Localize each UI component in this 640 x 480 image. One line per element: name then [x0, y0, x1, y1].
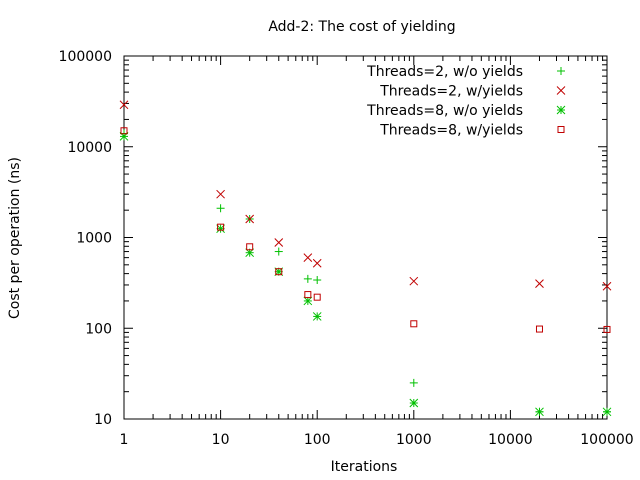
- data-point: [409, 378, 418, 387]
- y-tick-label: 100000: [59, 49, 112, 65]
- data-point: [245, 214, 255, 224]
- series-3: [119, 132, 612, 417]
- data-point: [313, 293, 321, 301]
- data-point: [602, 281, 612, 291]
- axes: 1 10 100 1000 10000 100000 10 100 1000 10000 10000…: [59, 49, 634, 448]
- legend-label: Threads=8, w/yields: [379, 123, 523, 139]
- data-point: [274, 247, 283, 256]
- legend-marker: [557, 126, 565, 133]
- data-point: [410, 320, 418, 328]
- data-point: [603, 325, 611, 333]
- y-tick-label: 10000: [67, 140, 112, 156]
- data-point: [303, 274, 312, 283]
- legend: Threads=2, w/o yields Threads=2, w/yields…: [366, 64, 566, 139]
- legend-marker: [556, 105, 566, 115]
- data-point: [535, 325, 543, 333]
- data-point: [216, 204, 225, 213]
- data-point: [274, 238, 284, 247]
- data-point: [312, 258, 322, 268]
- legend-label: Threads=2, w/yields: [379, 84, 523, 100]
- x-tick-label: 1000: [396, 432, 432, 448]
- data-point: [409, 276, 419, 286]
- data-point: [275, 268, 283, 276]
- data-point: [216, 189, 225, 199]
- x-tick-label: 10: [212, 432, 230, 448]
- data-point: [602, 407, 612, 417]
- series-4: [120, 127, 611, 333]
- legend-marker: [556, 86, 566, 95]
- data-point: [217, 223, 225, 231]
- chart-title: Add-2: The cost of yielding: [268, 19, 455, 35]
- data-point: [409, 398, 419, 408]
- data-point: [304, 291, 312, 299]
- data-point: [119, 100, 129, 110]
- legend-marker: [557, 67, 565, 75]
- y-axis-label: Cost per operation (ns): [7, 157, 23, 319]
- series-2: [119, 100, 612, 291]
- legend-label: Threads=8, w/o yields: [366, 103, 523, 119]
- x-tick-label: 100000: [580, 432, 633, 448]
- data-point: [120, 127, 128, 135]
- data-point: [312, 312, 322, 321]
- series-1: [120, 129, 611, 416]
- y-tick-label: 100: [85, 321, 112, 337]
- x-axis-label: Iterations: [331, 459, 398, 475]
- data-point: [246, 243, 254, 251]
- y-tick-label: 1000: [76, 231, 112, 247]
- plot-frame: [123, 55, 608, 420]
- y-tick-label: 10: [94, 412, 112, 428]
- data-point: [535, 407, 544, 417]
- data-point: [303, 253, 313, 262]
- data-point: [303, 296, 313, 306]
- x-tick-label: 100: [304, 432, 331, 448]
- data-point: [535, 279, 544, 289]
- data-points: [119, 100, 612, 417]
- data-point: [313, 276, 322, 285]
- legend-label: Threads=2, w/o yields: [366, 64, 523, 80]
- x-tick-label: 1: [120, 432, 129, 448]
- x-tick-label: 10000: [488, 432, 533, 448]
